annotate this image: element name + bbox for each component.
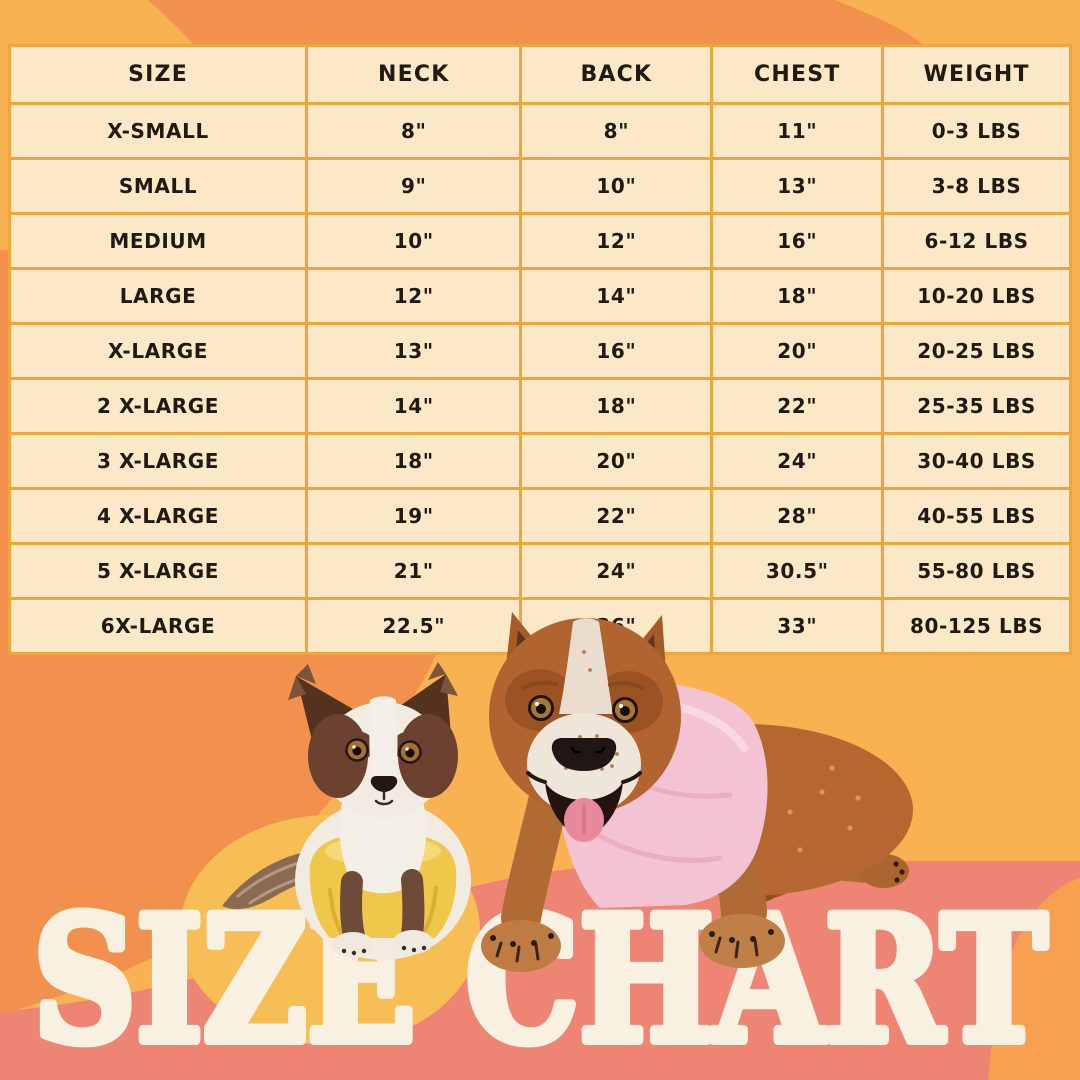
header-row: SIZE NECK BACK CHEST WEIGHT [7, 44, 1072, 105]
table-cell: MEDIUM [7, 212, 309, 270]
table-cell: 20-25 LBS [881, 322, 1072, 380]
table-cell: 20" [710, 322, 885, 380]
table-cell: 30.5" [710, 542, 885, 600]
size-table: SIZE NECK BACK CHEST WEIGHT X-SMALL 8" 8" 11" 0-… [7, 44, 1072, 655]
table-cell: LARGE [7, 267, 309, 325]
table-cell: 25-35 LBS [881, 377, 1072, 435]
table-cell: 11" [710, 102, 885, 160]
table-cell: 16" [710, 212, 885, 270]
table-cell: 14" [305, 377, 523, 435]
column-header: NECK [305, 44, 523, 105]
table-cell: 24" [710, 432, 885, 490]
table-row: 3 X-LARGE 18" 20" 24" 30-40 LBS [7, 432, 1072, 490]
table-cell: 19" [305, 487, 523, 545]
table-cell: X-LARGE [7, 322, 309, 380]
table-cell: 8" [305, 102, 523, 160]
gold-blob [180, 815, 480, 1045]
table-row: LARGE 12" 14" 18" 10-20 LBS [7, 267, 1072, 325]
column-header: BACK [519, 44, 714, 105]
table-cell: 2 X-LARGE [7, 377, 309, 435]
table-cell: 0-3 LBS [881, 102, 1072, 160]
table-row: 4 X-LARGE 19" 22" 28" 40-55 LBS [7, 487, 1072, 545]
table-cell: 9" [305, 157, 523, 215]
table-cell: SMALL [7, 157, 309, 215]
column-header: CHEST [710, 44, 885, 105]
table-cell: 18" [710, 267, 885, 325]
size-table-header: SIZE NECK BACK CHEST WEIGHT [7, 44, 1072, 105]
table-row: SMALL 9" 10" 13" 3-8 LBS [7, 157, 1072, 215]
table-cell: 21" [305, 542, 523, 600]
table-cell: 6-12 LBS [881, 212, 1072, 270]
column-header: WEIGHT [881, 44, 1072, 105]
size-table-body: X-SMALL 8" 8" 11" 0-3 LBS SMALL 9" 10" 13" 3-8 LB… [7, 102, 1072, 655]
table-cell: 12" [519, 212, 714, 270]
table-cell: 22.5" [305, 597, 523, 655]
table-cell: 18" [305, 432, 523, 490]
table-cell: 12" [305, 267, 523, 325]
table-cell: 22" [710, 377, 885, 435]
table-cell: 6X-LARGE [7, 597, 309, 655]
table-cell: 13" [710, 157, 885, 215]
table-cell: 26" [519, 597, 714, 655]
bottom-right-blob [988, 878, 1080, 1080]
table-cell: 8" [519, 102, 714, 160]
table-cell: 28" [710, 487, 885, 545]
table-cell: 55-80 LBS [881, 542, 1072, 600]
table-cell: 13" [305, 322, 523, 380]
table-cell: 40-55 LBS [881, 487, 1072, 545]
table-row: 5 X-LARGE 21" 24" 30.5" 55-80 LBS [7, 542, 1072, 600]
table-row: X-LARGE 13" 16" 20" 20-25 LBS [7, 322, 1072, 380]
table-cell: 3 X-LARGE [7, 432, 309, 490]
table-cell: 33" [710, 597, 885, 655]
table-row: 6X-LARGE 22.5" 26" 33" 80-125 LBS [7, 597, 1072, 655]
table-cell: 10" [305, 212, 523, 270]
table-cell: 30-40 LBS [881, 432, 1072, 490]
table-cell: 5 X-LARGE [7, 542, 309, 600]
table-cell: 22" [519, 487, 714, 545]
table-cell: 24" [519, 542, 714, 600]
table-cell: 80-125 LBS [881, 597, 1072, 655]
table-cell: 10-20 LBS [881, 267, 1072, 325]
table-cell: 14" [519, 267, 714, 325]
table-cell: 20" [519, 432, 714, 490]
table-cell: 16" [519, 322, 714, 380]
table-cell: X-SMALL [7, 102, 309, 160]
table-cell: 10" [519, 157, 714, 215]
table-cell: 18" [519, 377, 714, 435]
column-header: SIZE [7, 44, 309, 105]
table-row: MEDIUM 10" 12" 16" 6-12 LBS [7, 212, 1072, 270]
table-cell: 3-8 LBS [881, 157, 1072, 215]
table-cell: 4 X-LARGE [7, 487, 309, 545]
table-row: 2 X-LARGE 14" 18" 22" 25-35 LBS [7, 377, 1072, 435]
table-row: X-SMALL 8" 8" 11" 0-3 LBS [7, 102, 1072, 160]
